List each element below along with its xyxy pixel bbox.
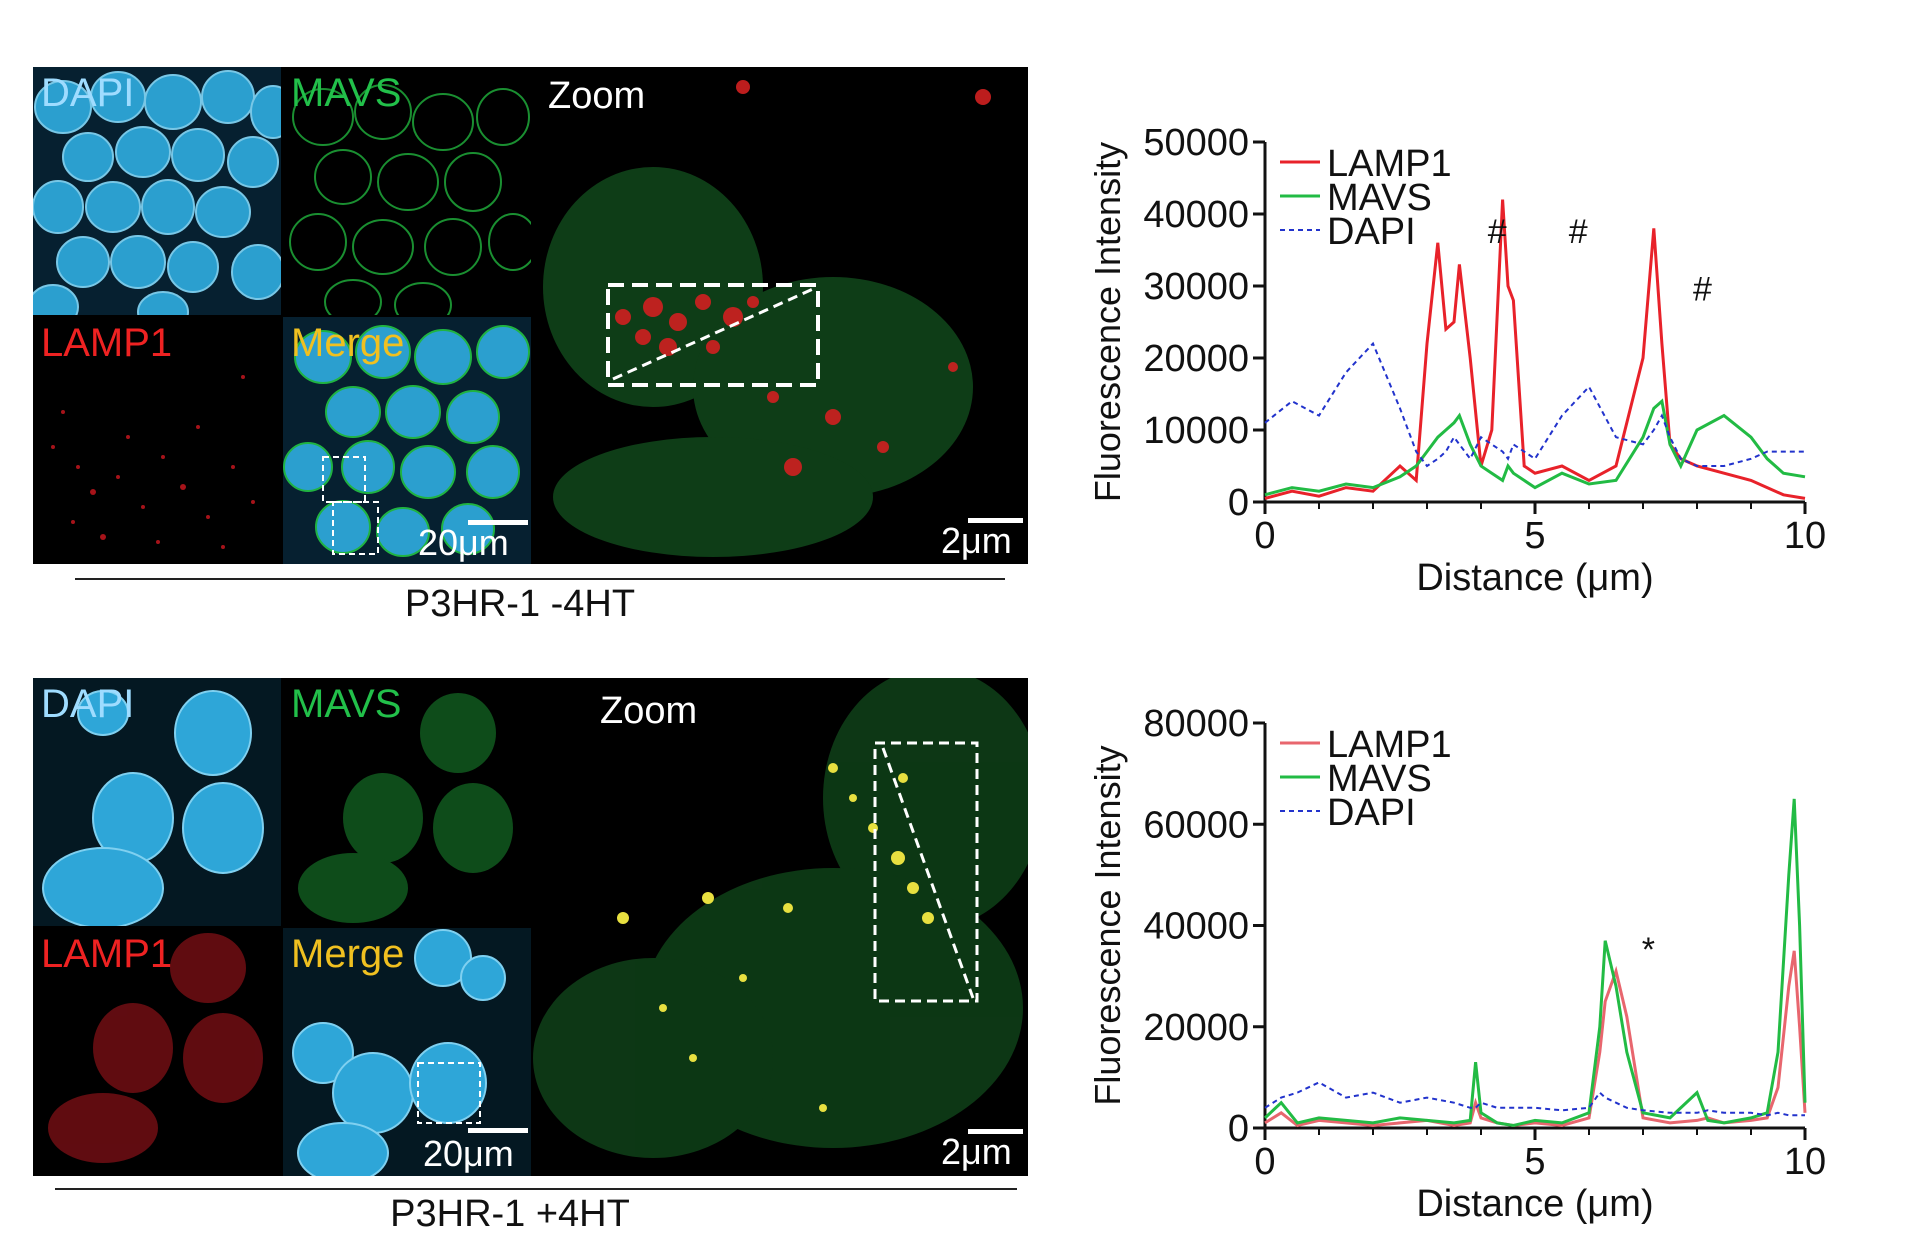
y-tick-label: 20000 — [1143, 338, 1249, 380]
mavs-label: MAVS — [291, 71, 402, 115]
merge-label-2: Merge — [291, 932, 405, 976]
legend-label-mavs: MAVS — [1327, 177, 1432, 219]
lamp1-label: LAMP1 — [41, 321, 173, 365]
zoom-image — [543, 80, 991, 557]
legend-label-mavs: MAVS — [1327, 758, 1432, 800]
mavs-membranes — [289, 84, 531, 315]
y-tick-label: 10000 — [1143, 410, 1249, 452]
zoom-label-2: Zoom — [600, 690, 698, 732]
dapi-nuclei-2 — [42, 690, 264, 926]
x-tick-label: 5 — [1524, 515, 1545, 557]
x-tick-label: 10 — [1784, 515, 1826, 557]
mavs-panel: MAVS — [283, 67, 531, 315]
scale-text-zoom: 2μm — [941, 520, 1012, 561]
legend-label-lamp1: LAMP1 — [1327, 724, 1452, 766]
y-tick-label: 50000 — [1143, 122, 1249, 164]
zoom-panel-2: Zoom 2μm — [533, 678, 1028, 1176]
merge-roi-box-3 — [417, 1062, 481, 1124]
condition-line-1 — [75, 578, 1005, 580]
legend-label-lamp1: LAMP1 — [1327, 143, 1452, 185]
lamp1-puncta — [51, 375, 255, 549]
x-tick-label: 0 — [1254, 1141, 1275, 1183]
x-tick-label: 0 — [1254, 515, 1275, 557]
zoom-roi-box-2 — [873, 741, 979, 1003]
series-line-dapi — [1264, 1081, 1805, 1117]
series-line-mavs — [1264, 398, 1806, 497]
y-tick-label: 40000 — [1143, 194, 1249, 236]
x-axis-label: Distance (μm) — [1416, 557, 1653, 599]
merge-roi-box-2 — [332, 501, 379, 555]
y-tick-label: 0 — [1228, 1108, 1249, 1150]
scale-text-small: 20μm — [418, 522, 509, 563]
series-line-lamp1 — [1264, 950, 1807, 1128]
y-tick-label: 40000 — [1143, 906, 1249, 948]
zoom-roi-box — [606, 283, 820, 387]
y-tick-label: 20000 — [1143, 1007, 1249, 1049]
line-profile — [612, 287, 814, 381]
zoom-panel: Zoom 2μm — [533, 67, 1028, 564]
y-tick-label: 0 — [1228, 482, 1249, 524]
merge-roi-box — [322, 456, 366, 503]
merge-cells — [283, 325, 530, 557]
annotation-mark: # — [1693, 270, 1712, 308]
x-tick-label: 5 — [1524, 1141, 1545, 1183]
zoom-image-2 — [533, 678, 1028, 1158]
annotation-mark: * — [1642, 931, 1655, 969]
dapi-label-2: DAPI — [41, 682, 135, 726]
scale-text-small-2: 20μm — [423, 1133, 514, 1174]
line-profile-chart-2: 0 20000 40000 60000 80000 0 5 10 Distance (μm) Fl… — [1090, 703, 1826, 1225]
condition-line-2 — [55, 1188, 1017, 1190]
mavs-panel-2: MAVS — [283, 678, 531, 926]
scale-bar-zoom-2 — [968, 1129, 1023, 1134]
scale-bar-small — [468, 520, 528, 525]
lamp1-panel: LAMP1 — [33, 317, 281, 564]
micrograph-row-2: DAPI MAVS LAMP1 Merge 20μm — [33, 678, 1028, 1176]
x-tick-label: 10 — [1784, 1141, 1826, 1183]
legend-label-dapi: DAPI — [1327, 792, 1416, 834]
series-line-mavs — [1263, 798, 1807, 1128]
merge-cells-2 — [292, 929, 506, 1176]
scale-bar-zoom — [968, 518, 1023, 523]
lamp1-panel-2: LAMP1 — [33, 928, 281, 1176]
scale-bar-small-2 — [468, 1128, 528, 1133]
line-profile-2 — [881, 747, 975, 999]
annotation-mark: # — [1569, 213, 1588, 251]
line-profile-chart-1: 0 10000 20000 30000 40000 50000 0 5 10 Distance (… — [1090, 122, 1826, 599]
micrograph-row-1: DAPI MAVS LAMP1 — [33, 67, 1028, 564]
dapi-label: DAPI — [41, 71, 135, 115]
y-axis-label: Fluorescence Intensity — [1090, 142, 1128, 502]
zoom-label: Zoom — [548, 75, 646, 117]
scale-text-zoom-2: 2μm — [941, 1131, 1012, 1172]
lamp1-puncta-2 — [48, 933, 263, 1163]
y-tick-label: 80000 — [1143, 703, 1249, 745]
legend-label-dapi: DAPI — [1327, 211, 1416, 253]
dapi-nuclei — [33, 70, 281, 315]
y-tick-label: 60000 — [1143, 804, 1249, 846]
dapi-panel-2: DAPI — [33, 678, 281, 926]
lamp1-label-2: LAMP1 — [41, 932, 173, 976]
condition-label-2: P3HR-1 +4HT — [390, 1193, 630, 1235]
annotation-mark: # — [1488, 213, 1507, 251]
y-tick-label: 30000 — [1143, 266, 1249, 308]
merge-label: Merge — [291, 321, 405, 365]
series-line-dapi — [1264, 341, 1805, 468]
condition-label-1: P3HR-1 -4HT — [404, 583, 636, 625]
dapi-panel: DAPI — [33, 67, 281, 315]
mavs-puncta-2 — [298, 693, 513, 923]
x-axis-label: Distance (μm) — [1416, 1183, 1653, 1225]
merge-panel-2: Merge 20μm — [283, 928, 531, 1176]
y-axis-label: Fluorescence Intensity — [1090, 745, 1128, 1105]
mavs-label-2: MAVS — [291, 682, 402, 726]
merge-panel: Merge 20μm — [283, 317, 531, 564]
